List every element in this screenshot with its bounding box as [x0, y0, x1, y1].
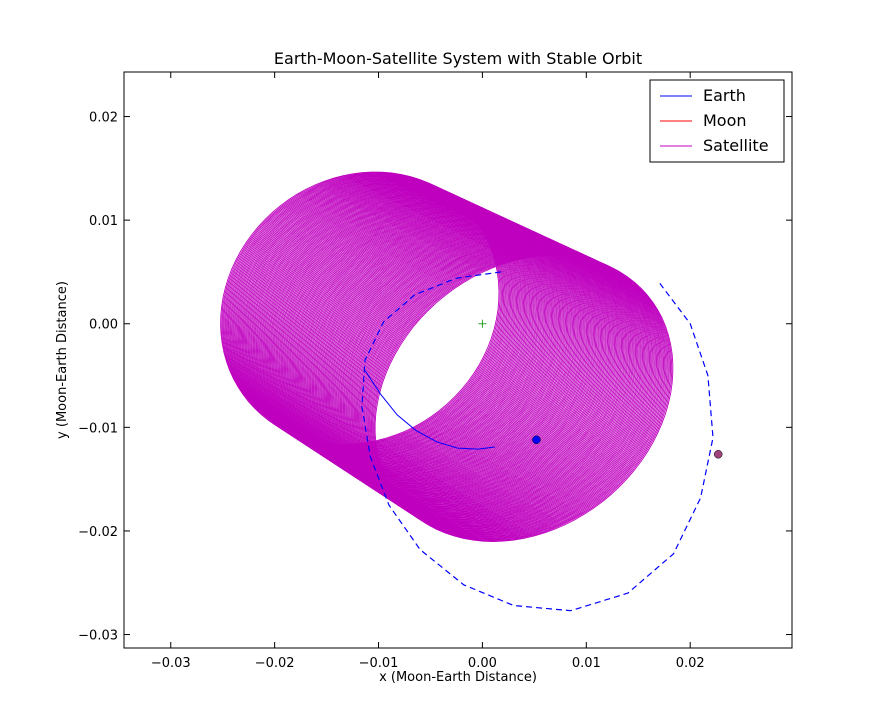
barycenter-marker	[478, 319, 487, 328]
x-tick-label: 0.00	[468, 656, 497, 671]
earth-trajectory	[364, 370, 495, 450]
y-tick-label: 0.00	[89, 318, 118, 333]
y-axis-label: y (Moon-Earth Distance)	[55, 281, 70, 439]
moon-marker	[713, 450, 723, 459]
satellite-trajectory	[220, 171, 674, 542]
legend-label-moon: Moon	[703, 111, 747, 130]
x-tick-label: −0.02	[255, 656, 295, 671]
earth-orbit-path	[361, 271, 714, 612]
earth-marker	[532, 435, 541, 445]
x-tick-label: 0.02	[676, 656, 705, 671]
legend-label-satellite: Satellite	[703, 136, 769, 155]
y-tick-label: 0.02	[89, 111, 118, 126]
x-tick-label: −0.01	[359, 656, 399, 671]
x-axis-label: x (Moon-Earth Distance)	[379, 670, 537, 685]
legend: Earth Moon Satellite	[649, 79, 785, 163]
y-tick-label: −0.02	[78, 525, 118, 540]
satellite-orbit-loop	[220, 171, 500, 445]
plot-frame	[123, 71, 793, 649]
plot-area	[220, 171, 723, 612]
chart-title: Earth-Moon-Satellite System with Stable …	[274, 49, 642, 68]
y-tick-label: 0.01	[89, 214, 118, 229]
legend-label-earth: Earth	[703, 86, 746, 105]
x-tick-label: 0.01	[572, 656, 601, 671]
x-tick-label: −0.03	[151, 656, 191, 671]
y-tick-label: −0.03	[78, 629, 118, 644]
y-tick-label: −0.01	[78, 421, 118, 436]
tick-marks	[124, 72, 792, 648]
